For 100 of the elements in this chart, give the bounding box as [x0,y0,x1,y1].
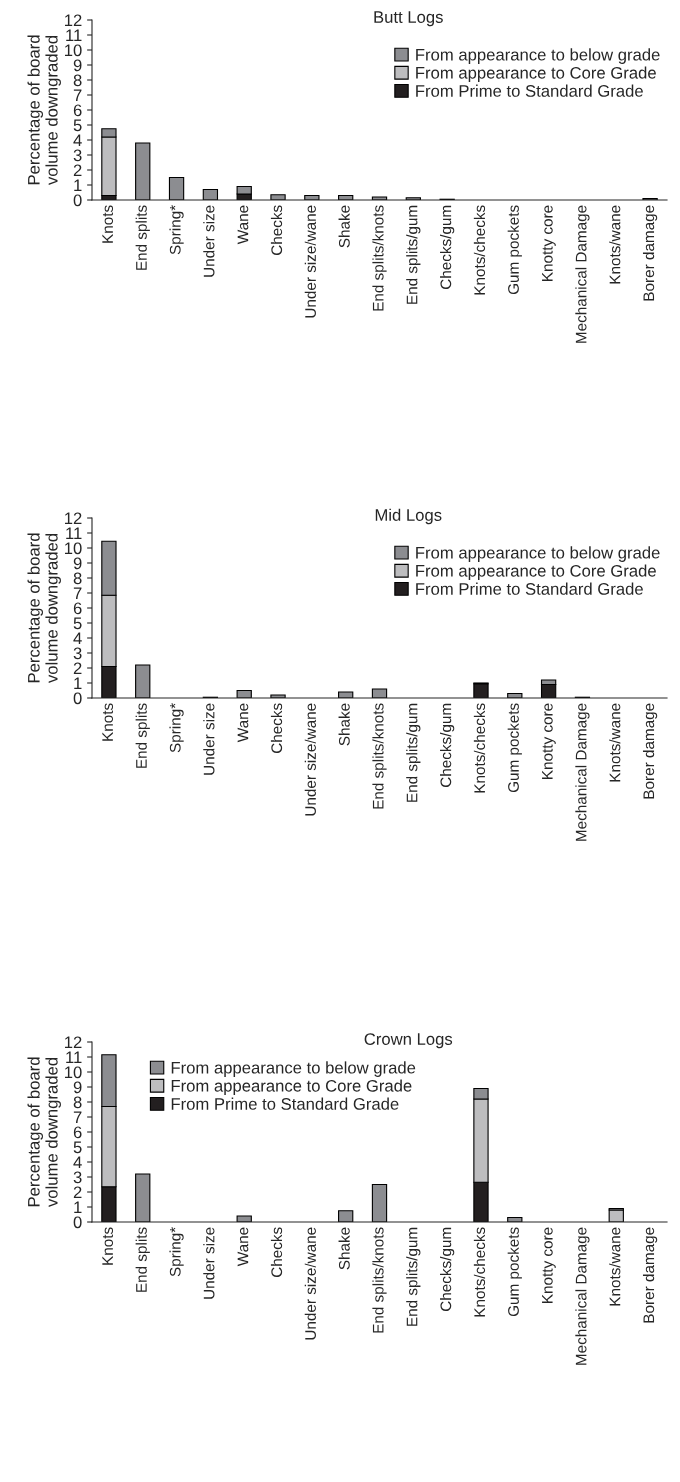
y-tick-label: 2 [73,164,82,177]
x-tick-label: End splits/gum [406,205,421,304]
y-tick-label: 8 [73,572,82,585]
x-tick-label: Spring* [169,205,184,255]
legend-label: From appearance to below grade [416,546,660,562]
y-tick-label: 0 [73,1216,82,1229]
y-axis-title: Percentage of board volume downgraded [27,35,61,185]
y-tick-label: 3 [73,647,82,660]
x-tick-label: Knots/wane [609,1227,621,1306]
y-tick-label: 9 [73,1081,82,1094]
y-tick-label: 2 [73,1186,82,1199]
legend-label: From appearance to Core Grade [416,564,656,581]
x-tick-label: Knotty core [542,205,556,281]
x-tick-label: Checks [270,1227,283,1278]
y-tick-label: 0 [73,194,82,207]
x-tick-label: Knots/checks [473,205,486,295]
x-tick-label: Mechanical Damage [575,205,590,343]
x-tick-label: Knots/wane [609,703,621,782]
x-tick-label: Knotty core [542,1227,556,1303]
x-tick-label: End splits/gum [406,1227,421,1326]
y-tick-label: 11 [66,1051,82,1064]
x-tick-label: Gum pockets [507,1227,522,1317]
y-tick-label: 6 [73,1126,82,1139]
x-tick-label: Gum pockets [507,703,522,793]
x-tick-label: Mechanical Damage [575,1227,590,1365]
x-tick-label: Checks [270,703,283,754]
x-tick-label: Under size [203,205,215,277]
y-tick-label: 12 [65,1036,82,1049]
y-tick-label: 3 [73,149,82,162]
legend-label: From appearance to Core Grade [171,1079,412,1096]
legend-label: From Prime to Standard Grade [416,582,643,595]
y-tick-label: 10 [65,44,82,57]
x-tick-label: End splits/gum [406,703,421,802]
chart-title: Mid Logs [375,508,442,525]
x-tick-label: Borer damage [642,205,658,301]
y-tick-label: 3 [73,1171,82,1184]
legend-label: From Prime to Standard Grade [171,1097,399,1110]
x-tick-label: Shake [338,703,350,746]
x-tick-label: Knotty core [542,703,556,779]
x-tick-label: Knots [102,1227,114,1265]
x-tick-label: End splits/knots [372,205,387,311]
y-tick-label: 12 [65,14,82,27]
y-tick-label: 9 [73,557,82,570]
y-tick-label: 6 [73,104,82,117]
x-tick-label: End splits/knots [372,703,387,809]
x-tick-label: Knots/wane [609,205,621,284]
x-tick-label: Gum pockets [507,205,522,295]
x-tick-label: End splits [135,703,150,768]
x-tick-label: Spring* [169,703,184,753]
x-tick-label: Checks [270,205,283,256]
y-tick-label: 7 [73,587,82,600]
y-tick-label: 5 [73,1141,82,1154]
y-tick-label: 4 [73,134,82,147]
y-tick-label: 10 [65,1066,82,1079]
x-tick-label: Mechanical Damage [575,703,590,841]
y-tick-label: 0 [73,692,82,705]
y-tick-label: 4 [73,1156,82,1169]
legend-label: From appearance to below grade [171,1061,416,1077]
x-tick-label: Borer damage [642,1227,658,1323]
y-axis-title: Percentage of board volume downgraded [27,533,61,683]
x-tick-label: Knots/checks [473,703,486,793]
x-tick-label: Spring* [169,1227,184,1277]
y-tick-label: 5 [73,617,82,630]
x-tick-label: Borer damage [642,703,658,799]
y-tick-label: 6 [73,602,82,615]
x-tick-label: Checks/gum [440,205,455,289]
y-axis-title: Percentage of board volume downgraded [27,1057,61,1207]
y-tick-label: 11 [66,527,82,540]
x-tick-label: Wane [237,1227,249,1267]
y-tick-label: 8 [73,74,82,87]
x-tick-label: Wane [237,703,249,743]
x-tick-label: Shake [338,205,350,248]
chart-title: Butt Logs [374,11,443,27]
legend-label: From Prime to Standard Grade [416,84,643,97]
y-tick-label: 1 [74,179,82,192]
y-tick-label: 7 [73,89,82,102]
x-tick-label: Under size/wane [304,205,316,318]
y-tick-label: 2 [73,662,82,675]
legend-label: From appearance to below grade [416,48,660,64]
y-tick-label: 12 [65,512,82,525]
y-tick-label: 1 [74,677,82,690]
chart-title: Crown Logs [364,1033,453,1049]
y-tick-label: 8 [73,1096,82,1109]
y-tick-label: 7 [73,1111,82,1124]
x-tick-label: Checks/gum [440,703,455,787]
y-tick-label: 5 [73,119,82,132]
legend-label: From appearance to Core Grade [416,66,656,83]
x-tick-label: Checks/gum [440,1227,455,1311]
y-tick-label: 1 [74,1201,82,1214]
y-tick-label: 10 [65,542,82,555]
x-tick-label: Under size [203,1227,215,1299]
x-tick-label: Knots/checks [473,1227,486,1317]
y-tick-label: 11 [66,29,82,42]
x-tick-label: Shake [338,1227,350,1270]
x-tick-label: End splits [135,1227,150,1292]
y-tick-label: 4 [73,632,82,645]
x-tick-label: Under size/wane [304,1227,316,1340]
x-tick-label: End splits [135,205,150,270]
x-tick-label: Knots [102,703,114,741]
y-tick-label: 9 [73,59,82,72]
